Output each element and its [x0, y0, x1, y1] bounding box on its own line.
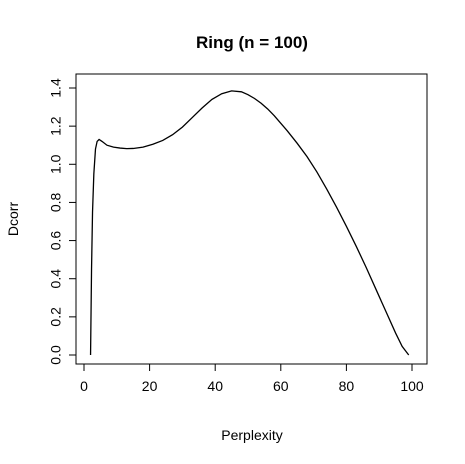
series-group	[89, 90, 410, 356]
y-tick-label: 1.4	[48, 78, 64, 98]
y-tick-label: 1.0	[48, 154, 64, 174]
y-tick-label: 0.0	[48, 345, 64, 365]
y-axis-label: Dcorr	[5, 202, 21, 237]
y-tick-label: 0.6	[48, 231, 64, 251]
y-tick-label: 0.8	[48, 192, 64, 212]
plot-frame	[75, 73, 428, 365]
series-line	[89, 90, 410, 356]
x-tick-label: 0	[80, 378, 88, 394]
x-tick-label: 80	[339, 378, 355, 394]
x-axis: 0 20 40 60 80 100	[80, 363, 424, 394]
y-axis: 0.0 0.2 0.4 0.6 0.8 1.0 1.2 1.4	[48, 78, 77, 365]
y-tick-label: 1.2	[48, 116, 64, 136]
x-tick-label: 20	[142, 378, 158, 394]
y-tick-label: 0.4	[48, 269, 64, 289]
x-tick-label: 40	[207, 378, 223, 394]
x-tick-label: 60	[273, 378, 289, 394]
chart-title: Ring (n = 100)	[196, 33, 308, 52]
x-tick-label: 100	[400, 378, 424, 394]
y-tick-label: 0.2	[48, 307, 64, 327]
x-axis-label: Perplexity	[221, 427, 282, 443]
